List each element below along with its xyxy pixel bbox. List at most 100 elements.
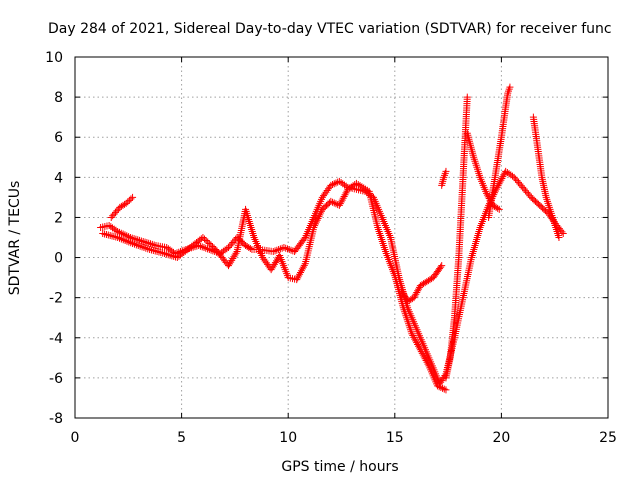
data-point (524, 190, 532, 198)
data-point (147, 240, 155, 248)
y-axis-label: SDTVAR / TECUs (7, 181, 23, 296)
data-point (102, 230, 110, 238)
data-point (107, 213, 115, 221)
data-point (207, 241, 215, 249)
data-point (137, 237, 145, 245)
data-point (358, 183, 366, 191)
data-point (225, 262, 233, 270)
data-point (231, 251, 239, 259)
data-point (127, 195, 135, 203)
data-points-layer (97, 83, 567, 394)
data-point (415, 344, 423, 352)
data-point (360, 184, 368, 192)
data-point (506, 83, 514, 91)
data-point (494, 204, 502, 212)
data-point (172, 253, 180, 261)
data-point (122, 199, 130, 207)
data-point (420, 353, 428, 361)
data-point (500, 171, 508, 179)
data-point (134, 236, 142, 244)
data-point (414, 342, 422, 350)
data-point (522, 187, 530, 195)
data-point (433, 382, 441, 390)
data-point (495, 205, 503, 213)
data-point (139, 238, 147, 246)
data-point (300, 261, 308, 269)
data-point (352, 179, 360, 187)
data-point (114, 227, 122, 235)
data-point (315, 213, 323, 221)
data-point (440, 385, 448, 393)
data-point (145, 239, 153, 247)
data-point (196, 242, 204, 250)
data-point (274, 255, 282, 263)
data-point (417, 348, 425, 356)
x-tick-label: 0 (71, 430, 80, 446)
series-steep-rise (442, 93, 471, 382)
data-point (519, 183, 527, 191)
data-point (202, 244, 210, 252)
data-point (210, 244, 218, 252)
data-point (437, 263, 445, 271)
data-point (159, 249, 167, 257)
data-point (273, 246, 281, 254)
data-point (520, 185, 528, 193)
data-point (226, 242, 234, 250)
data-point (337, 198, 345, 206)
data-point (416, 346, 424, 354)
data-point (340, 192, 348, 200)
data-point (143, 239, 151, 247)
data-point (498, 174, 506, 182)
data-point (294, 274, 302, 282)
data-point (423, 358, 431, 366)
data-point (421, 355, 429, 363)
data-point (204, 238, 212, 246)
data-point (289, 247, 297, 255)
data-point (104, 231, 112, 239)
data-point (493, 183, 501, 191)
data-point (437, 384, 445, 392)
data-point (409, 332, 417, 340)
data-point (312, 218, 320, 226)
data-point (410, 333, 418, 341)
data-point (113, 207, 121, 215)
data-point (414, 287, 422, 295)
data-point (517, 182, 525, 190)
data-point (401, 293, 409, 301)
data-point (342, 189, 350, 197)
data-point (526, 192, 534, 200)
series-late-recovery (397, 262, 446, 306)
data-point (227, 240, 235, 248)
data-point (442, 386, 450, 394)
tick-layer: 0 5 10 15 20 25 -8 -6 -4 -2 0 2 4 6 8 10 (45, 50, 617, 446)
series-main-track (97, 167, 567, 388)
plot-frame (74, 56, 609, 419)
data-point (362, 185, 370, 193)
data-point (229, 239, 237, 247)
data-point (230, 253, 238, 261)
data-point (411, 292, 419, 300)
x-tick-label: 20 (492, 430, 510, 446)
data-point (508, 172, 516, 180)
x-tick-label: 25 (599, 430, 617, 446)
data-point (339, 194, 347, 202)
data-point (413, 289, 421, 297)
y-tick-label: 0 (54, 251, 63, 267)
data-point (300, 235, 308, 243)
data-point (232, 249, 240, 257)
data-point (108, 232, 116, 240)
x-tick-label: 15 (386, 430, 404, 446)
data-point (198, 243, 206, 251)
data-point (311, 222, 319, 230)
data-point (268, 264, 276, 272)
data-point (272, 257, 280, 265)
data-point (124, 198, 132, 206)
data-point (516, 180, 524, 188)
grid-layer (75, 57, 608, 418)
data-point (317, 209, 325, 217)
y-tick-label: -8 (49, 411, 63, 427)
data-point (438, 262, 446, 270)
data-point (275, 246, 283, 254)
data-point (148, 240, 156, 248)
